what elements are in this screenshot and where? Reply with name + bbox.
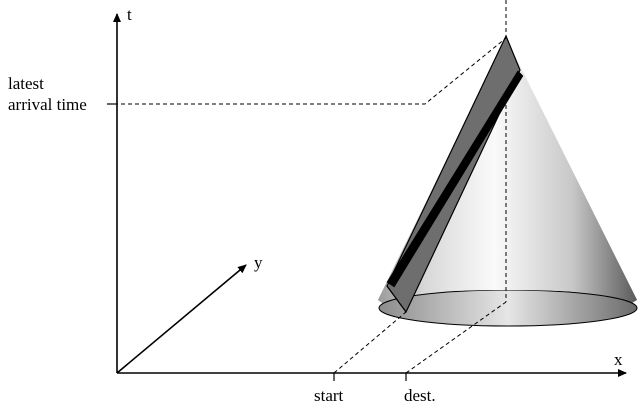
y-axis-label: y [254, 253, 263, 272]
plane-base-guide [386, 285, 407, 313]
cone-base [378, 289, 638, 327]
latest-arrival-label-line1: latest [8, 74, 44, 93]
reachable-strip [386, 70, 524, 288]
y-axis [116, 264, 247, 374]
dest-label: dest. [404, 386, 436, 405]
start-guide [333, 311, 407, 374]
x-axis-label: x [614, 350, 623, 369]
latest-arrival-label-line2: arrival time [8, 95, 87, 114]
latest-arrival-guide [107, 37, 507, 105]
t-axis-label: t [127, 5, 132, 24]
start-label: start [314, 386, 344, 405]
